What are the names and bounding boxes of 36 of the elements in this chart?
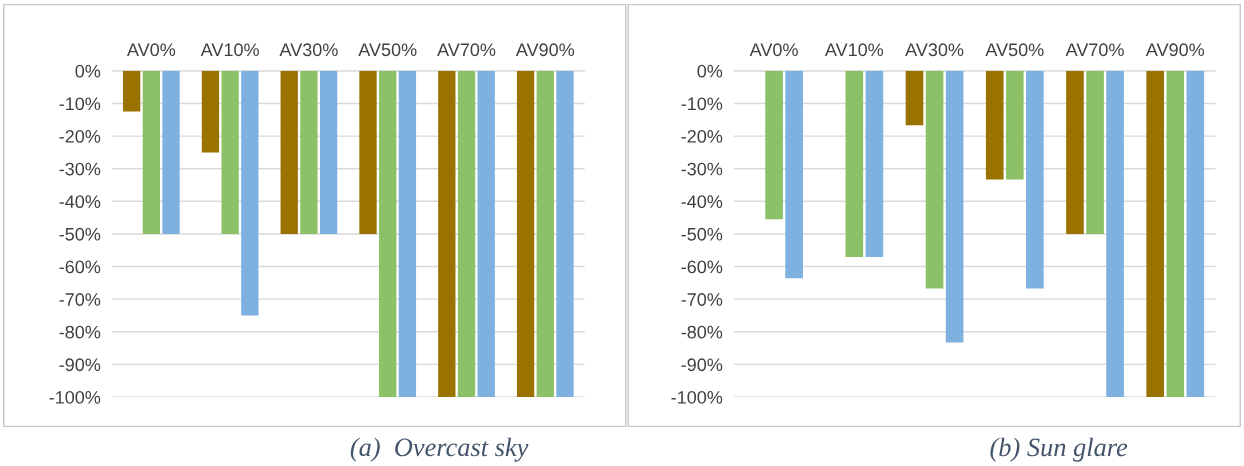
x-tick-label: AV50% <box>358 43 417 57</box>
x-tick-label: AV50% <box>985 43 1044 57</box>
y-tick-label: -50% <box>681 227 723 241</box>
text: (a) Overcast sky <box>350 437 529 462</box>
y-tick-label: 0% <box>697 64 723 78</box>
y-tick-label: -90% <box>59 358 101 372</box>
y-tick-label: -70% <box>59 293 101 306</box>
x-tick-label: AV10% <box>200 43 259 57</box>
y-tick-label: -60% <box>681 260 723 274</box>
y-tick-label: -100% <box>49 390 101 404</box>
x-tick-label: AV30% <box>905 43 964 57</box>
y-tick-label: -30% <box>681 162 723 176</box>
x-tick-label: AV30% <box>279 43 338 57</box>
y-tick-label: -90% <box>681 358 723 372</box>
y-tick-label: -20% <box>59 130 101 143</box>
x-tick-label: AV70% <box>1065 43 1124 57</box>
text: (b) Sun glare <box>990 437 1128 462</box>
y-tick-label: -10% <box>681 97 723 111</box>
x-tick-label: AV70% <box>437 43 496 57</box>
y-tick-label: -10% <box>59 97 101 111</box>
y-tick-label: 0% <box>75 64 101 78</box>
y-tick-label: -40% <box>681 195 723 209</box>
y-tick-label: -60% <box>59 260 101 274</box>
y-tick-label: -100% <box>671 390 723 404</box>
y-tick-label: -40% <box>59 195 101 209</box>
x-tick-label: AV0% <box>126 43 176 57</box>
y-tick-label: -80% <box>681 325 723 339</box>
y-tick-label: -50% <box>59 227 101 241</box>
x-tick-label: AV10% <box>824 43 884 57</box>
x-tick-label: AV90% <box>515 43 575 57</box>
y-tick-label: -20% <box>681 130 723 143</box>
y-tick-label: -70% <box>681 293 723 306</box>
y-tick-label: -30% <box>59 162 101 176</box>
x-tick-label: AV0% <box>749 43 798 57</box>
y-tick-label: -80% <box>59 325 101 339</box>
x-tick-label: AV90% <box>1145 43 1205 57</box>
